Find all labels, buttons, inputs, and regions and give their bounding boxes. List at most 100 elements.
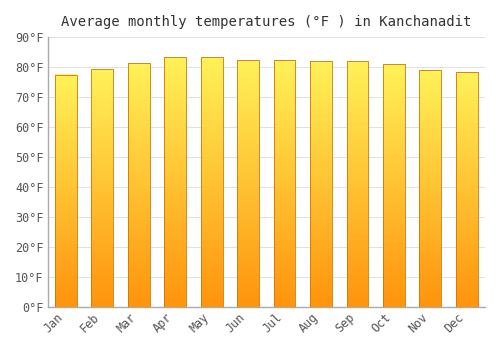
Bar <box>55 210 77 214</box>
Bar <box>383 258 405 262</box>
Bar <box>310 82 332 86</box>
Bar <box>420 196 442 200</box>
Bar <box>420 239 442 244</box>
Bar <box>200 123 222 127</box>
Bar <box>310 159 332 163</box>
Bar <box>92 112 114 116</box>
Bar <box>420 184 442 188</box>
Bar <box>237 88 259 92</box>
Bar <box>383 104 405 108</box>
Bar <box>420 255 442 259</box>
Bar <box>456 71 477 76</box>
Bar <box>237 274 259 278</box>
Bar <box>274 60 295 64</box>
Bar <box>164 182 186 186</box>
Bar <box>274 154 295 158</box>
Bar <box>310 131 332 135</box>
Bar <box>237 167 259 171</box>
Bar <box>383 302 405 307</box>
Bar <box>346 188 368 192</box>
Bar <box>237 130 259 134</box>
Bar <box>164 173 186 177</box>
Bar <box>237 97 259 101</box>
Bar <box>420 263 442 267</box>
Bar <box>200 86 222 90</box>
Bar <box>164 98 186 103</box>
Bar <box>92 108 114 112</box>
Bar <box>55 171 77 175</box>
Bar <box>128 184 150 189</box>
Bar <box>420 299 442 303</box>
Bar <box>346 159 368 163</box>
Bar <box>200 119 222 123</box>
Bar <box>55 237 77 241</box>
Bar <box>346 77 368 82</box>
Bar <box>55 260 77 264</box>
Bar <box>200 302 222 307</box>
Bar <box>128 193 150 197</box>
Bar <box>456 283 477 287</box>
Bar <box>92 176 114 180</box>
Bar <box>92 156 114 160</box>
Bar <box>128 71 150 75</box>
Bar <box>383 145 405 149</box>
Bar <box>164 273 186 277</box>
Bar <box>128 156 150 160</box>
Bar <box>92 148 114 152</box>
Bar <box>310 73 332 77</box>
Bar <box>310 302 332 307</box>
Bar <box>55 109 77 113</box>
Bar <box>164 294 186 298</box>
Bar <box>128 140 150 144</box>
Bar <box>200 265 222 269</box>
Bar <box>237 125 259 130</box>
Bar <box>200 190 222 194</box>
Bar <box>128 290 150 294</box>
Bar <box>55 94 77 98</box>
Bar <box>128 181 150 184</box>
Bar <box>346 212 368 217</box>
Bar <box>92 69 114 307</box>
Bar <box>383 282 405 286</box>
Bar <box>420 94 442 98</box>
Bar <box>55 136 77 140</box>
Bar <box>456 299 477 303</box>
Bar <box>164 65 186 69</box>
Bar <box>200 277 222 281</box>
Bar <box>346 217 368 220</box>
Bar <box>310 245 332 249</box>
Bar <box>274 237 295 241</box>
Bar <box>383 238 405 242</box>
Bar <box>128 168 150 172</box>
Bar <box>237 162 259 167</box>
Bar <box>128 83 150 87</box>
Bar <box>420 216 442 220</box>
Bar <box>274 179 295 183</box>
Bar <box>456 197 477 201</box>
Bar <box>55 86 77 90</box>
Bar <box>383 80 405 84</box>
Bar <box>383 274 405 278</box>
Bar <box>55 252 77 256</box>
Bar <box>200 244 222 248</box>
Bar <box>346 192 368 196</box>
Bar <box>128 278 150 282</box>
Bar <box>200 298 222 302</box>
Bar <box>346 196 368 200</box>
Bar <box>164 206 186 211</box>
Bar <box>237 179 259 183</box>
Bar <box>55 291 77 295</box>
Bar <box>92 195 114 199</box>
Bar <box>346 298 368 302</box>
Bar <box>274 125 295 130</box>
Bar <box>456 91 477 95</box>
Bar <box>346 69 368 73</box>
Bar <box>128 197 150 201</box>
Bar <box>55 75 77 307</box>
Bar <box>128 66 150 71</box>
Bar <box>274 249 295 253</box>
Bar <box>92 144 114 148</box>
Bar <box>164 298 186 302</box>
Bar <box>383 68 405 72</box>
Bar <box>274 216 295 220</box>
